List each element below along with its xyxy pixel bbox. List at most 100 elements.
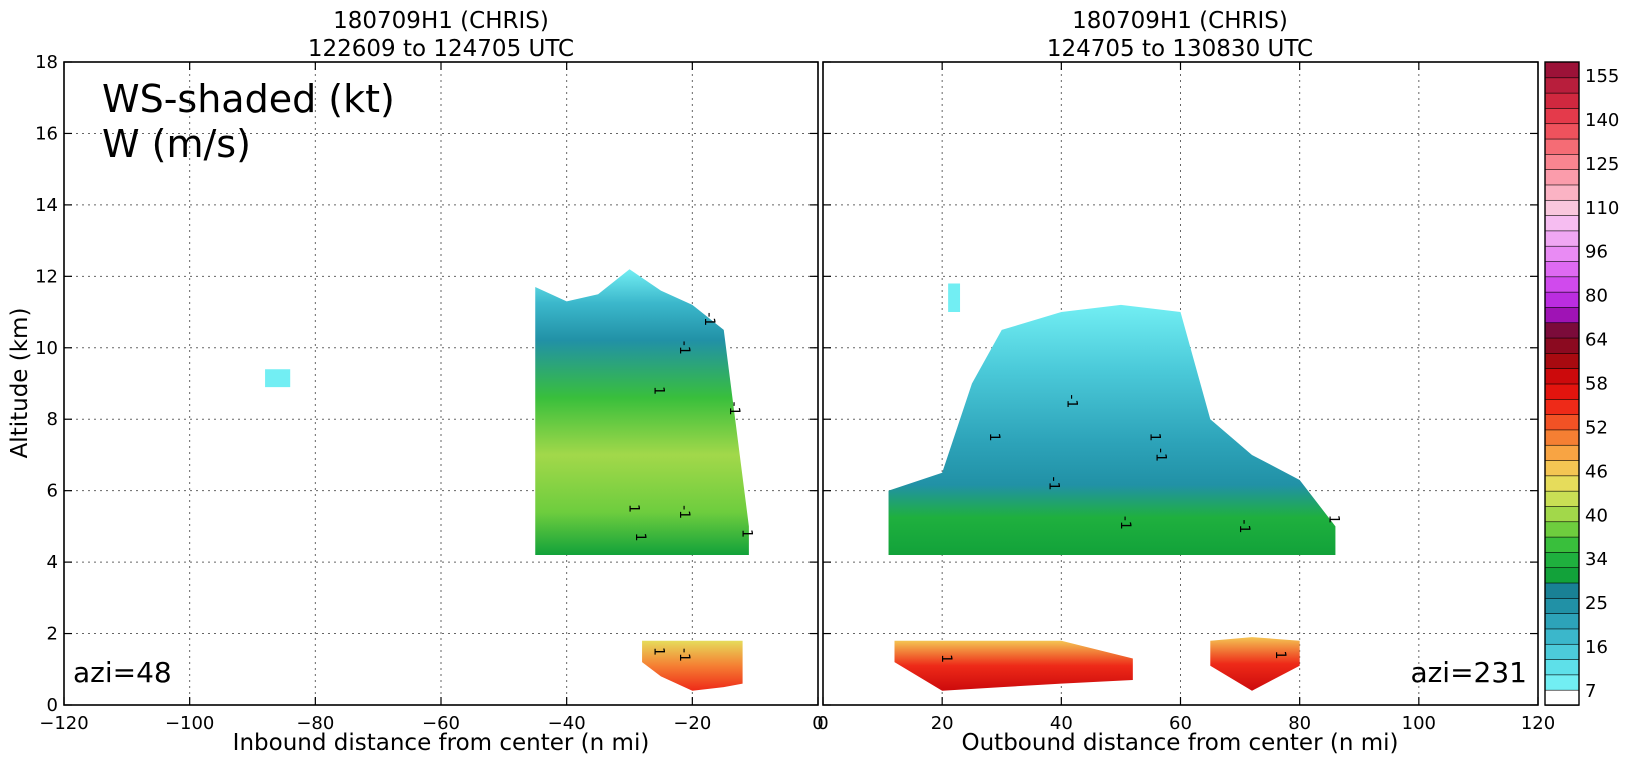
colorbar-tick-label: 34: [1585, 549, 1608, 570]
left-y-tick-label: 12: [35, 266, 58, 287]
left-title-line2: 122609 to 124705 UTC: [308, 36, 574, 62]
right-w-contours: 1 -1 -1 1 -1 -1 1 -1 1 1: [938, 394, 1341, 663]
colorbar-swatch: [1544, 276, 1580, 293]
left-panel: 180709H1 (CHRIS) 122609 to 124705 UTC 1 1…: [7, 8, 824, 756]
colorbar-swatch: [1544, 184, 1580, 201]
colorbar-swatch: [1544, 520, 1580, 538]
right-title-line2: 124705 to 130830 UTC: [1047, 36, 1313, 62]
colorbar-swatch: [1544, 459, 1580, 477]
left-y-tick-label: 10: [35, 338, 58, 359]
left-y-tick-label: 0: [47, 695, 58, 716]
left-contour-label: 1: [626, 504, 642, 513]
colorbar-swatch: [1544, 566, 1580, 584]
colorbar-swatch: [1544, 475, 1580, 492]
right-contour-label: -1: [1236, 519, 1252, 533]
colorbar-swatch: [1544, 260, 1580, 278]
colorbar-swatch: [1544, 291, 1580, 308]
right-contour-label: -1: [1045, 477, 1061, 491]
left-w-contours: 1 1 -1 -1 -1 -1 1 1 1 -1: [626, 312, 755, 662]
left-region-isolated: [265, 369, 291, 388]
colorbar-tick-label: 125: [1585, 154, 1619, 175]
right-grid: [823, 62, 1538, 705]
left-x-tick-label: −100: [165, 713, 214, 734]
colorbar-swatch: [1544, 214, 1580, 232]
overlay-ws-label: WS-shaded (kt): [102, 77, 395, 121]
colorbar-swatch: [1544, 444, 1580, 461]
colorbar-swatch: [1544, 536, 1580, 553]
colorbar-swatch: [1544, 61, 1580, 79]
left-x-tick-label: −60: [422, 713, 460, 734]
left-region-lower: [642, 640, 743, 691]
right-x-tick-label: 40: [1050, 713, 1073, 734]
right-contour-label: 1: [1147, 433, 1163, 442]
colorbar-swatch: [1544, 168, 1580, 186]
left-contour-label: 1: [651, 386, 667, 395]
right-region-lower-b: [1210, 637, 1300, 691]
left-x-tick-label: −80: [296, 713, 334, 734]
colorbar-swatch: [1544, 413, 1580, 431]
colorbar-frame: [1544, 61, 1580, 706]
left-y-tick-label: 14: [35, 195, 58, 216]
left-title-line1: 180709H1 (CHRIS): [333, 8, 549, 34]
colorbar-swatch: [1544, 245, 1580, 262]
right-region-isolated: [948, 283, 961, 313]
left-y-tick-label: 18: [35, 52, 58, 73]
colorbar-swatch: [1544, 306, 1580, 324]
colorbar-tick-label: 25: [1585, 593, 1608, 614]
colorbar-swatch: [1544, 398, 1580, 415]
colorbar-swatch: [1544, 230, 1580, 247]
colorbar-swatch: [1544, 628, 1580, 645]
left-grid: [64, 62, 818, 705]
right-x-tick-label: 20: [931, 713, 954, 734]
right-title-line1: 180709H1 (CHRIS): [1072, 8, 1288, 34]
colorbar-swatch: [1544, 658, 1580, 676]
right-x-axis-label: Outbound distance from center (n mi): [962, 730, 1399, 756]
colorbar-swatch: [1544, 352, 1580, 369]
colorbar-tick-label: 16: [1585, 637, 1608, 658]
colorbar-swatch: [1544, 138, 1580, 155]
left-contour-label: -1: [676, 341, 692, 355]
colorbar-swatch: [1544, 153, 1580, 170]
right-wind-field: [888, 283, 1336, 691]
colorbar-tick-label: 52: [1585, 417, 1608, 438]
right-azimuth-label: azi=231: [1410, 656, 1527, 689]
right-x-tick-label: 120: [1521, 713, 1555, 734]
colorbar-swatch: [1544, 107, 1580, 125]
left-x-axis-label: Inbound distance from center (n mi): [233, 730, 650, 756]
left-y-tick-label: 2: [47, 624, 58, 645]
colorbar: 155 140 125 110 96 80 64 58 52 46 40 34 25 16 7: [1544, 61, 1619, 706]
colorbar-swatch: [1544, 612, 1580, 630]
colorbar-tick-label: 64: [1585, 330, 1608, 351]
colorbar-tick-label: 7: [1585, 681, 1596, 702]
overlay-w-label: W (m/s): [102, 122, 251, 166]
colorbar-tick-label: 96: [1585, 242, 1608, 263]
right-panel: 180709H1 (CHRIS) 124705 to 130830 UTC 1 -…: [817, 8, 1555, 756]
colorbar-swatch: [1544, 92, 1580, 109]
colorbar-swatch: [1544, 77, 1580, 94]
left-axis-ticks: −120 −100 −80 −60 −40 −20 0 0 2 4 6 8 10 12 14 16 18: [35, 52, 824, 734]
colorbar-swatch: [1544, 551, 1580, 569]
right-region-lower-a: [894, 640, 1133, 691]
left-x-tick-label: −40: [548, 713, 586, 734]
colorbar-swatch: [1544, 199, 1580, 216]
right-region-upper: [888, 304, 1336, 555]
left-contour-label: 1: [632, 533, 648, 542]
colorbar-tick-label: 80: [1585, 286, 1608, 307]
right-x-tick-label: 0: [817, 713, 828, 734]
right-contour-label: -1: [1063, 394, 1079, 408]
colorbar-tick-label: 40: [1585, 505, 1608, 526]
y-axis-label: Altitude (km): [7, 308, 33, 459]
left-contour-label: -1: [726, 402, 742, 416]
left-x-tick-label: −120: [39, 713, 88, 734]
right-axis-ticks: 0 20 40 60 80 100 120: [817, 61, 1555, 734]
right-contour-label: 1: [938, 654, 954, 663]
left-contour-label: 1: [651, 647, 667, 656]
colorbar-swatch: [1544, 337, 1580, 354]
colorbar-swatch: [1544, 429, 1580, 446]
colorbar-tick-label: 140: [1585, 110, 1619, 131]
right-x-tick-label: 60: [1169, 713, 1192, 734]
colorbar-tick-label: 155: [1585, 66, 1619, 87]
colorbar-tick-label: 110: [1585, 198, 1619, 219]
left-contour-label: -1: [676, 648, 692, 662]
